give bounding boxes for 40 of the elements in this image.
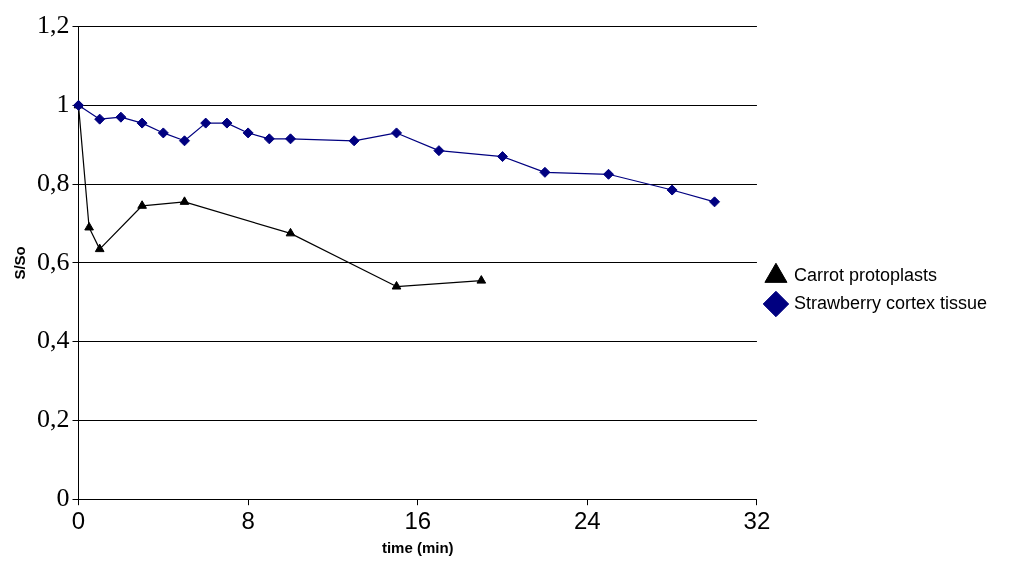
x-tick-label: 32	[743, 507, 771, 535]
point	[497, 151, 509, 163]
point	[137, 200, 147, 209]
point	[391, 127, 403, 139]
y-tick-label: 0,8	[37, 167, 70, 197]
y-tick-label: 0,2	[37, 404, 70, 434]
point	[433, 145, 445, 157]
point	[115, 111, 127, 123]
y-tick-label: 0	[56, 483, 70, 513]
x-tick-label: 8	[241, 507, 255, 535]
y-tick-label: 1,2	[37, 10, 70, 40]
x-tick-label: 24	[573, 507, 601, 535]
point	[94, 113, 106, 125]
point	[539, 166, 551, 178]
point	[179, 196, 190, 205]
point	[391, 281, 402, 290]
y-tick-label: 0,6	[37, 246, 70, 276]
point	[94, 243, 105, 253]
point	[242, 127, 254, 139]
point	[285, 227, 296, 237]
x-axis-title: time (min)	[381, 539, 454, 557]
point	[221, 117, 233, 129]
point	[263, 133, 275, 145]
point	[200, 117, 212, 129]
legend-label: Carrot protoplasts	[793, 264, 937, 285]
y-tick-label: 0,4	[37, 325, 70, 355]
legend-label: Strawberry cortex tissue	[793, 292, 987, 313]
point	[179, 135, 191, 147]
x-tick-label: 16	[404, 507, 432, 535]
point	[603, 168, 615, 180]
point	[285, 133, 297, 145]
point	[136, 117, 148, 129]
y-axis-title: S/So	[11, 246, 29, 280]
point	[709, 196, 721, 208]
point	[157, 127, 169, 139]
point	[476, 275, 487, 284]
y-tick-label: 1	[56, 89, 70, 119]
point	[348, 135, 360, 147]
point	[84, 221, 94, 231]
point	[666, 184, 678, 196]
